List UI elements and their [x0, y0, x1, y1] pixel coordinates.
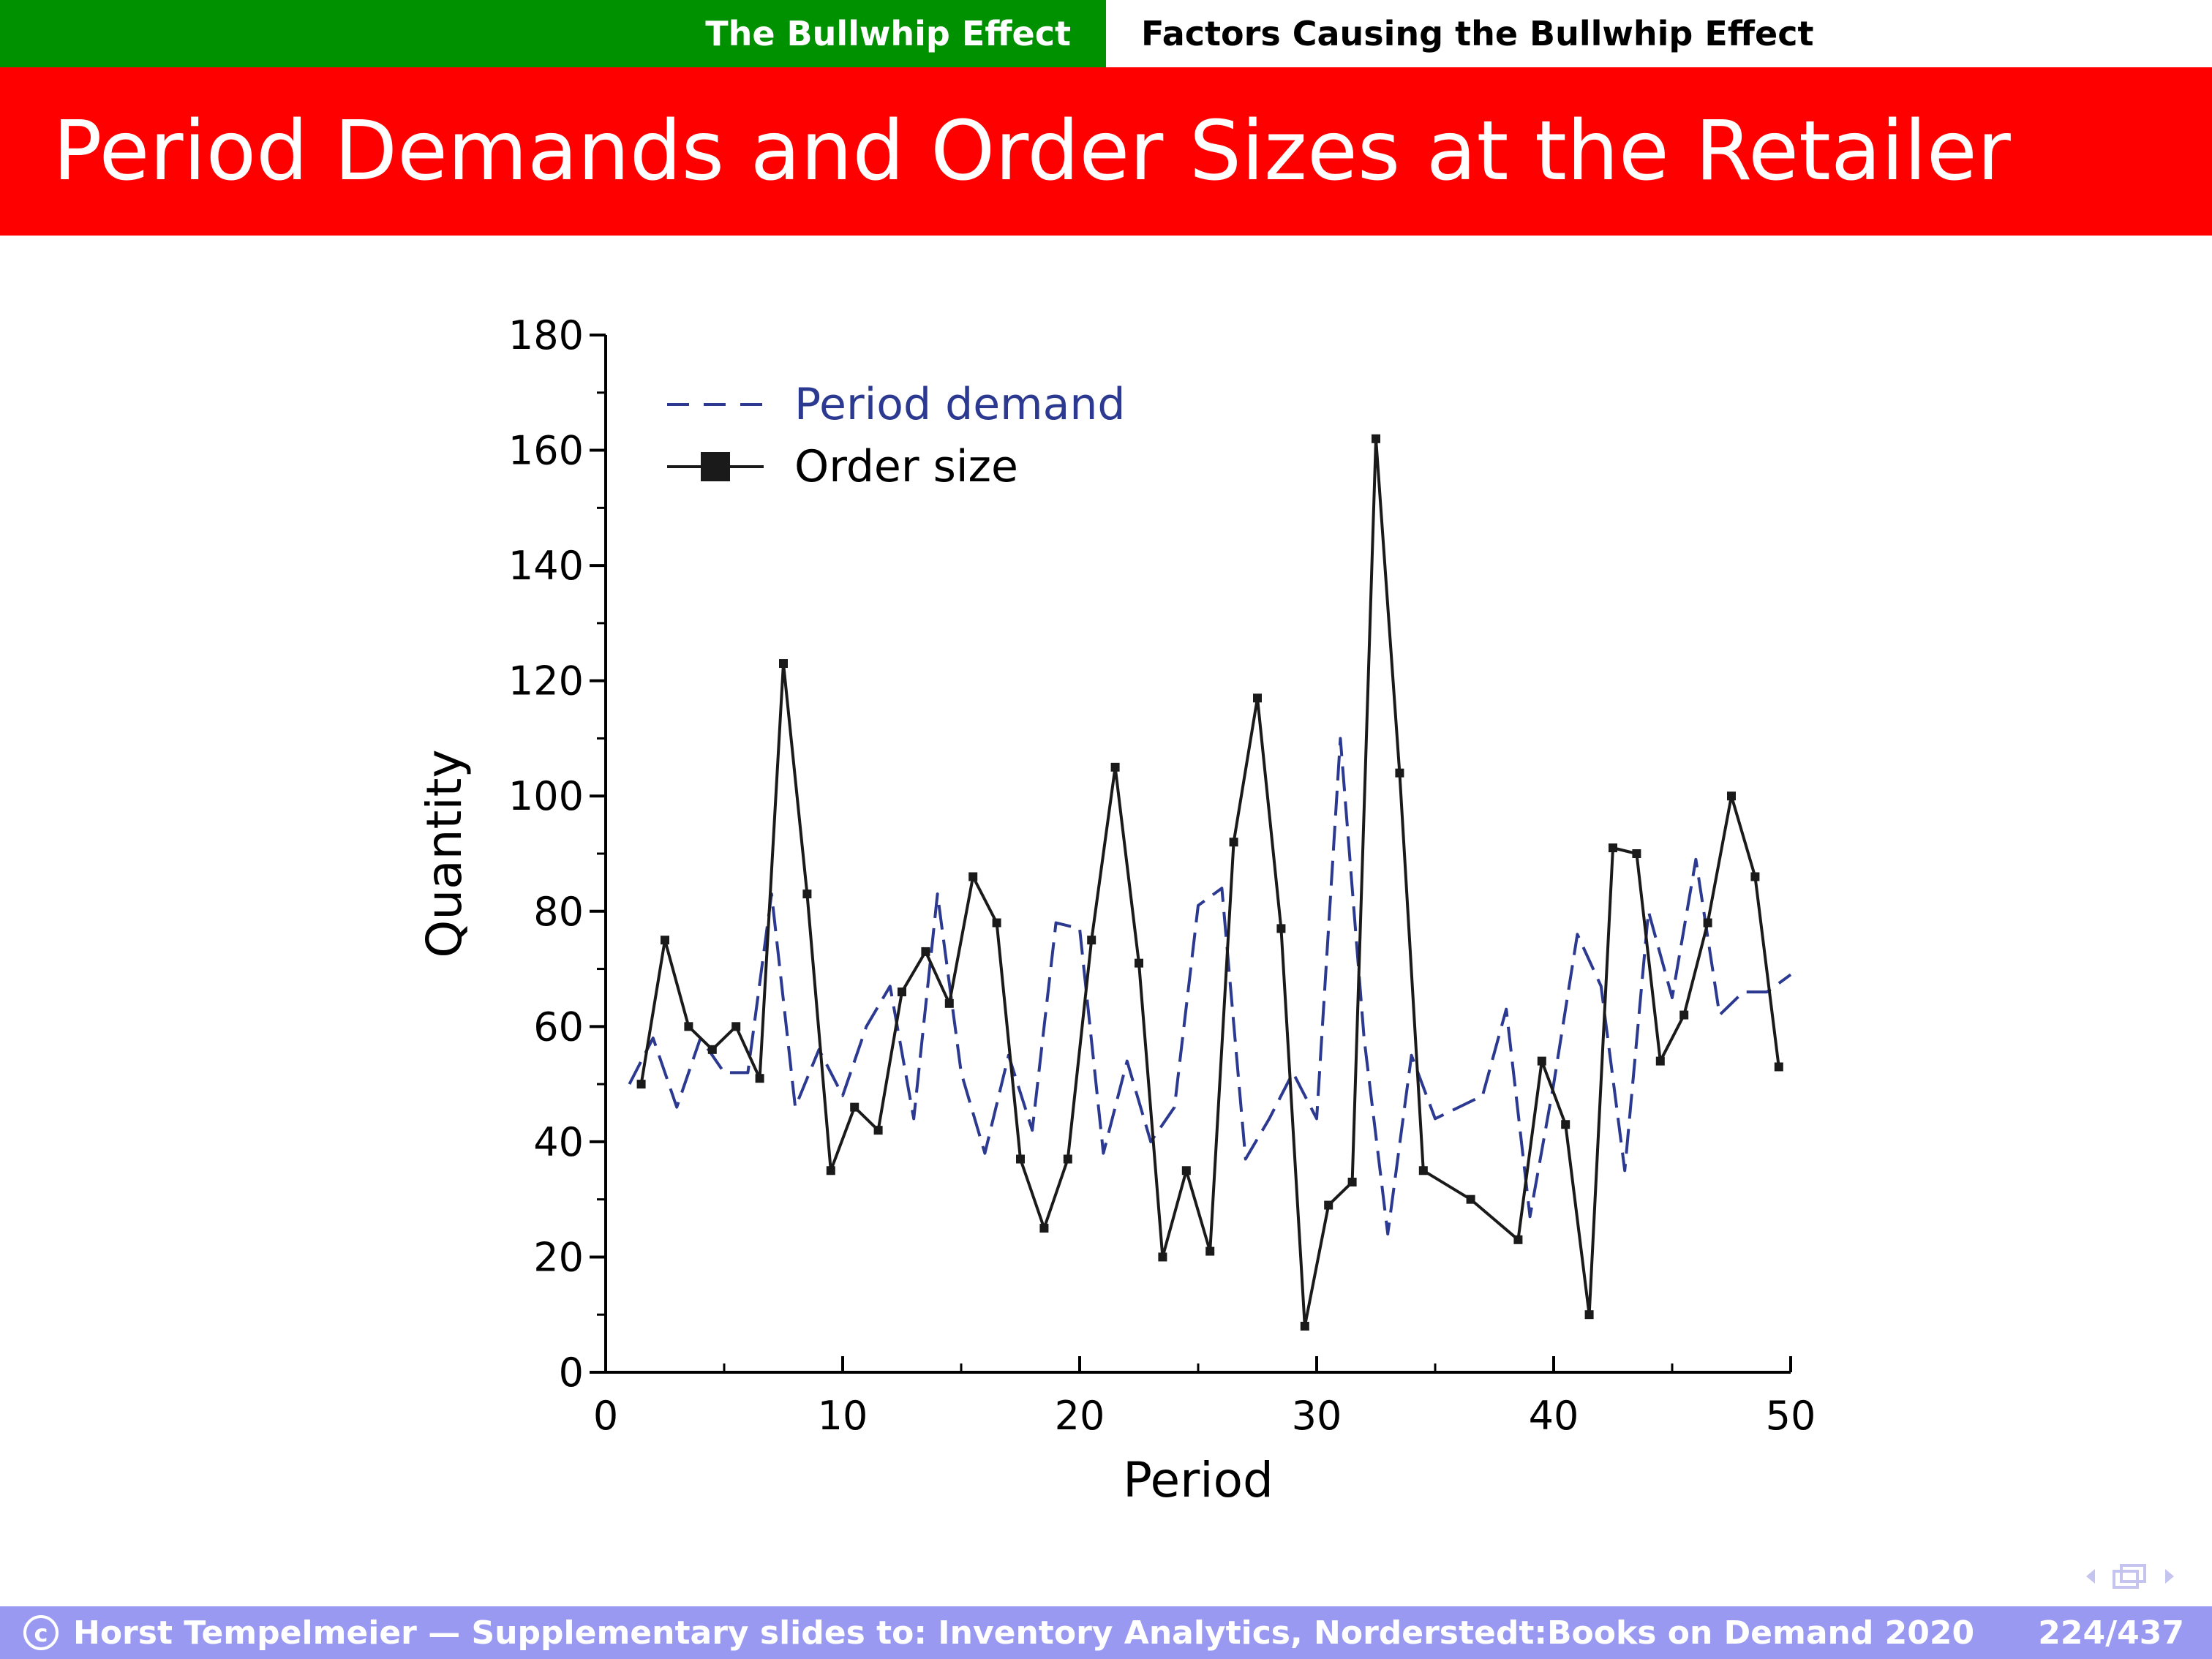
- order-size-point: [707, 1045, 717, 1054]
- order-size-point: [1561, 1120, 1570, 1129]
- order-size-line: [639, 437, 1780, 1328]
- x-tick-label: 40: [1529, 1393, 1579, 1439]
- subsection-title[interactable]: Factors Causing the Bullwhip Effect: [1141, 14, 1814, 53]
- header-bar: The Bullwhip Effect Factors Causing the …: [0, 0, 2212, 67]
- y-tick-label: 80: [533, 889, 584, 935]
- order-size-point: [944, 998, 954, 1008]
- x-tick-label: 20: [1055, 1393, 1105, 1439]
- order-size-point: [826, 1166, 835, 1175]
- order-size-point: [850, 1102, 859, 1112]
- order-size-point: [1110, 762, 1120, 772]
- x-tick-label: 10: [818, 1393, 868, 1439]
- order-size-point: [1181, 1166, 1191, 1175]
- order-size-point: [1205, 1246, 1215, 1256]
- y-tick-label: 20: [533, 1234, 584, 1280]
- period-demand-line: [628, 737, 1792, 1235]
- order-size-point: [968, 872, 978, 881]
- chart-legend: Period demand Order size: [667, 379, 1126, 492]
- order-size-point: [1584, 1310, 1594, 1320]
- order-size-point: [1324, 1200, 1333, 1210]
- order-size-point: [1727, 791, 1736, 801]
- order-size-point: [779, 659, 788, 669]
- order-size-point: [1347, 1178, 1357, 1187]
- legend-demand-label: Period demand: [794, 379, 1126, 430]
- copyright-icon: c: [23, 1615, 59, 1650]
- footer-text: Horst Tempelmeier — Supplementary slides…: [73, 1614, 1975, 1652]
- order-size-point: [755, 1074, 764, 1083]
- y-tick-label: 0: [559, 1350, 584, 1396]
- order-size-point: [1087, 936, 1096, 945]
- legend-order-marker: [701, 452, 730, 481]
- order-size-point: [1466, 1195, 1475, 1204]
- footer-credit: c Horst Tempelmeier — Supplementary slid…: [22, 1606, 1974, 1659]
- order-size-point: [1537, 1056, 1546, 1066]
- order-size-point: [1418, 1166, 1428, 1175]
- page-number: 224/437: [2038, 1614, 2184, 1652]
- footer-bar: c Horst Tempelmeier — Supplementary slid…: [0, 1606, 2212, 1659]
- y-tick-label: 60: [533, 1004, 584, 1050]
- y-tick-label: 180: [508, 312, 584, 358]
- subsection-tab[interactable]: Factors Causing the Bullwhip Effect: [1106, 0, 2212, 67]
- beamer-navigation[interactable]: [2080, 1558, 2183, 1595]
- order-size-point: [1395, 768, 1404, 778]
- x-tick-label: 0: [593, 1393, 618, 1439]
- slide-title: Period Demands and Order Sizes at the Re…: [53, 104, 2011, 199]
- section-tab[interactable]: The Bullwhip Effect: [0, 0, 1106, 67]
- order-size-point: [1655, 1056, 1665, 1066]
- order-size-point: [731, 1022, 741, 1031]
- order-size-point: [1609, 843, 1617, 853]
- order-size-point: [1703, 918, 1712, 928]
- order-size-point: [1750, 872, 1760, 881]
- y-axis-label: Quantity: [416, 749, 473, 958]
- y-tick-label: 40: [533, 1119, 584, 1165]
- order-size-point: [898, 988, 906, 997]
- y-tick-label: 160: [508, 428, 584, 474]
- y-tick-label: 140: [508, 543, 584, 589]
- section-title[interactable]: The Bullwhip Effect: [705, 14, 1071, 53]
- order-size-point: [1774, 1062, 1783, 1072]
- nav-frame-icon[interactable]: [2113, 1564, 2146, 1589]
- x-axis-label: Period: [1123, 1452, 1274, 1508]
- nav-next-icon[interactable]: [2165, 1569, 2174, 1584]
- order-size-point: [992, 918, 1001, 928]
- order-size-point: [1229, 838, 1238, 847]
- order-size-point: [636, 1080, 646, 1089]
- order-size-point: [1513, 1235, 1523, 1244]
- order-size-point: [1158, 1252, 1167, 1262]
- order-size-point: [1039, 1224, 1049, 1233]
- order-size-point: [921, 947, 930, 956]
- order-size-point: [802, 889, 812, 899]
- y-tick-label: 120: [508, 658, 584, 704]
- order-size-point: [1276, 924, 1286, 933]
- legend-order-label: Order size: [794, 441, 1018, 492]
- order-size-point: [661, 936, 669, 945]
- order-size-point: [1253, 693, 1262, 703]
- copyright-letter: c: [34, 1620, 48, 1647]
- y-tick-label: 100: [508, 773, 584, 819]
- title-bar: Period Demands and Order Sizes at the Re…: [0, 67, 2212, 236]
- order-size-point: [1300, 1321, 1309, 1331]
- nav-prev-icon[interactable]: [2086, 1569, 2095, 1584]
- order-size-point: [684, 1022, 693, 1031]
- order-size-point: [1063, 1154, 1072, 1164]
- order-size-point: [1135, 958, 1143, 968]
- order-size-point: [873, 1126, 883, 1135]
- order-size-point: [1372, 434, 1380, 443]
- order-size-point: [1679, 1010, 1689, 1020]
- order-size-point: [1632, 849, 1641, 858]
- order-size-point: [1016, 1154, 1025, 1164]
- x-tick-label: 50: [1766, 1393, 1816, 1439]
- x-tick-label: 30: [1292, 1393, 1342, 1439]
